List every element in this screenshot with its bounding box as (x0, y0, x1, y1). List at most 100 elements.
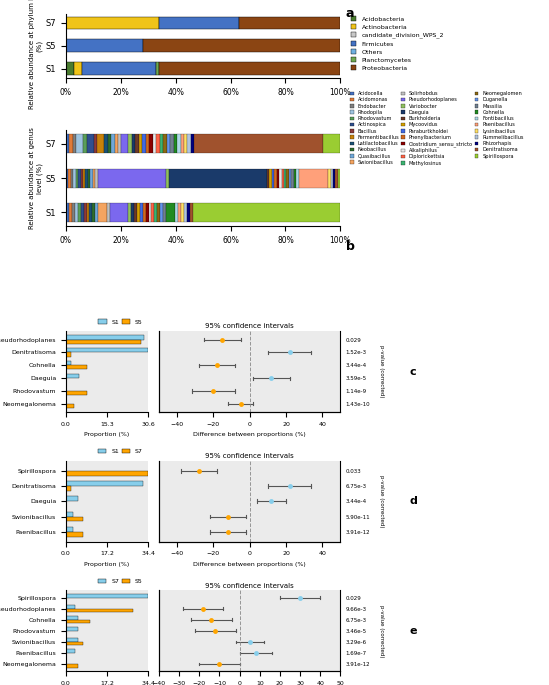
Bar (82, 62, 156, 75)
Bar (108, 134, 111, 153)
Bar (282, 169, 284, 188)
Text: a: a (346, 7, 354, 20)
Bar (66, 203, 69, 222)
Bar (73, 134, 76, 153)
Bar (66, 62, 74, 75)
Bar (66, 620, 90, 623)
Bar (66, 512, 73, 516)
Title: 95% confidence intervals: 95% confidence intervals (205, 323, 294, 329)
Bar (97, 134, 104, 153)
Bar (178, 203, 181, 222)
Bar (277, 169, 279, 188)
Bar (188, 134, 191, 153)
Bar (66, 471, 148, 475)
Bar (66, 361, 71, 365)
Bar (333, 169, 335, 188)
Bar (296, 169, 299, 188)
X-axis label: Proportion (%): Proportion (%) (85, 562, 130, 567)
Bar (169, 169, 267, 188)
Bar (184, 134, 188, 153)
Bar (96, 203, 98, 222)
Bar (143, 40, 340, 52)
Bar (177, 134, 181, 153)
Bar (66, 594, 148, 597)
Bar (335, 169, 338, 188)
Bar (284, 169, 287, 188)
Legend: S1, S7: S1, S7 (96, 447, 145, 457)
Bar (66, 349, 148, 353)
Bar (110, 203, 128, 222)
X-axis label: Proportion (%): Proportion (%) (85, 432, 130, 438)
Y-axis label: Relative abundance at genus
level (%): Relative abundance at genus level (%) (29, 127, 43, 229)
Bar (292, 169, 294, 188)
X-axis label: Difference between proportions (%): Difference between proportions (%) (193, 432, 306, 438)
Bar (66, 365, 87, 369)
Bar (146, 134, 149, 153)
Bar (69, 203, 72, 222)
Bar (66, 516, 83, 521)
Bar (76, 134, 83, 153)
Bar (289, 169, 292, 188)
Bar (160, 134, 163, 153)
Bar (323, 134, 340, 153)
Bar (267, 169, 270, 188)
Bar (66, 391, 87, 395)
Bar (93, 169, 96, 188)
Bar (66, 627, 78, 631)
Bar (154, 203, 158, 222)
Legend: S1, S5: S1, S5 (96, 317, 145, 327)
Bar (107, 203, 110, 222)
Bar (66, 353, 71, 357)
Bar (158, 203, 160, 222)
Bar (136, 134, 139, 153)
Bar (294, 169, 296, 188)
Bar (98, 203, 107, 222)
Bar (78, 169, 81, 188)
Y-axis label: p-value (corrected): p-value (corrected) (379, 475, 384, 527)
Bar (159, 62, 340, 75)
Bar (167, 134, 170, 153)
Bar (68, 169, 71, 188)
Text: d: d (410, 496, 417, 506)
Bar (87, 203, 89, 222)
Bar (66, 40, 143, 52)
Bar (118, 134, 121, 153)
Text: c: c (410, 366, 416, 377)
Bar (111, 134, 115, 153)
Bar (83, 134, 87, 153)
Bar (121, 134, 128, 153)
Bar (94, 134, 97, 153)
Bar (87, 134, 94, 153)
X-axis label: Difference between proportions (%): Difference between proportions (%) (193, 562, 306, 567)
Bar (338, 169, 340, 188)
Bar (272, 169, 274, 188)
Bar (83, 203, 87, 222)
Bar (239, 16, 340, 29)
Bar (330, 169, 333, 188)
Bar (66, 664, 78, 668)
Bar (81, 203, 83, 222)
Bar (66, 649, 75, 653)
Bar (66, 527, 73, 532)
Bar (132, 134, 136, 153)
Bar (149, 203, 152, 222)
Bar (134, 203, 137, 222)
Bar (66, 605, 75, 609)
Bar (66, 609, 133, 612)
Bar (160, 203, 163, 222)
Bar (175, 203, 178, 222)
Bar (66, 642, 83, 645)
Bar (156, 62, 159, 75)
Bar (152, 203, 154, 222)
Bar (96, 169, 98, 188)
Bar (73, 169, 76, 188)
Bar (66, 16, 159, 29)
Bar (193, 203, 340, 222)
Title: 95% confidence intervals: 95% confidence intervals (205, 453, 294, 459)
Bar (156, 134, 160, 153)
Bar (149, 134, 153, 153)
Bar (128, 134, 132, 153)
Text: e: e (410, 626, 417, 636)
Bar (66, 497, 78, 501)
Bar (173, 134, 177, 153)
